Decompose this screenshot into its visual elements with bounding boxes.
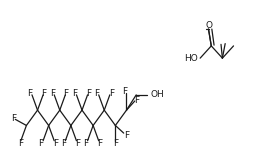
Text: F: F bbox=[113, 139, 118, 148]
Text: O: O bbox=[205, 21, 212, 30]
Text: F: F bbox=[109, 89, 114, 98]
Text: F: F bbox=[18, 139, 23, 147]
Text: F: F bbox=[124, 131, 129, 140]
Text: OH: OH bbox=[150, 90, 164, 99]
Text: F: F bbox=[134, 96, 139, 105]
Text: F: F bbox=[39, 139, 44, 147]
Text: F: F bbox=[123, 87, 128, 95]
Text: F: F bbox=[41, 89, 46, 98]
Text: F: F bbox=[72, 89, 77, 98]
Text: F: F bbox=[50, 89, 55, 98]
Text: F: F bbox=[53, 139, 58, 147]
Text: F: F bbox=[83, 139, 88, 147]
Text: F: F bbox=[86, 89, 91, 98]
Text: F: F bbox=[94, 89, 99, 98]
Text: F: F bbox=[98, 139, 103, 147]
Text: F: F bbox=[75, 139, 80, 147]
Text: HO: HO bbox=[184, 54, 198, 63]
Text: F: F bbox=[28, 89, 33, 98]
Text: F: F bbox=[11, 114, 16, 123]
Text: F: F bbox=[61, 139, 66, 147]
Text: F: F bbox=[64, 89, 69, 98]
